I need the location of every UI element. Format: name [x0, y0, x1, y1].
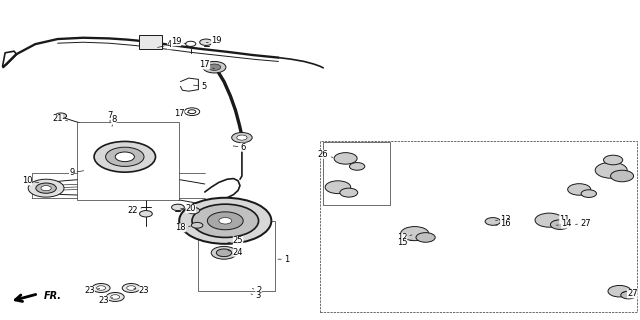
- Circle shape: [111, 295, 120, 299]
- Text: 17: 17: [174, 109, 188, 118]
- Circle shape: [41, 186, 51, 191]
- Text: 12: 12: [397, 233, 412, 242]
- Circle shape: [55, 113, 67, 119]
- Text: TBGAB2700: TBGAB2700: [589, 302, 630, 311]
- Circle shape: [191, 222, 203, 228]
- Circle shape: [485, 218, 500, 225]
- Text: 15: 15: [397, 238, 412, 247]
- Circle shape: [219, 218, 232, 224]
- Circle shape: [106, 147, 144, 166]
- Text: 10: 10: [22, 176, 39, 185]
- Bar: [320, 141, 637, 312]
- Circle shape: [94, 141, 156, 172]
- Circle shape: [581, 190, 596, 197]
- Circle shape: [349, 163, 365, 170]
- Circle shape: [184, 108, 200, 116]
- Circle shape: [115, 152, 134, 162]
- Circle shape: [604, 155, 623, 165]
- Text: 23: 23: [134, 286, 149, 295]
- Text: 4: 4: [157, 40, 172, 49]
- Circle shape: [187, 207, 200, 214]
- Circle shape: [172, 204, 184, 211]
- Circle shape: [192, 204, 259, 237]
- Circle shape: [325, 181, 351, 194]
- Circle shape: [237, 135, 247, 140]
- Circle shape: [140, 211, 152, 217]
- Circle shape: [608, 285, 631, 297]
- Circle shape: [621, 291, 636, 299]
- Text: 14: 14: [556, 220, 572, 228]
- Circle shape: [595, 162, 627, 178]
- Circle shape: [401, 227, 429, 241]
- Circle shape: [106, 292, 124, 301]
- Bar: [139, 35, 162, 49]
- Circle shape: [200, 39, 212, 45]
- Text: 23: 23: [84, 286, 100, 295]
- Text: 18: 18: [175, 223, 191, 232]
- Circle shape: [334, 153, 357, 164]
- Text: 21: 21: [52, 114, 68, 123]
- Text: 1: 1: [278, 255, 289, 264]
- Circle shape: [28, 179, 64, 197]
- Text: 6: 6: [233, 143, 246, 152]
- Bar: [198, 221, 275, 291]
- Text: 13: 13: [495, 215, 511, 224]
- Circle shape: [203, 61, 226, 73]
- Circle shape: [340, 188, 358, 197]
- Text: 8: 8: [111, 116, 116, 126]
- Text: 16: 16: [495, 220, 511, 228]
- Text: 17: 17: [200, 60, 214, 69]
- Circle shape: [568, 184, 591, 195]
- Text: 19: 19: [206, 36, 221, 45]
- Circle shape: [535, 213, 563, 227]
- Circle shape: [550, 220, 570, 229]
- Circle shape: [127, 286, 136, 290]
- Circle shape: [232, 132, 252, 143]
- Text: 5: 5: [193, 82, 206, 91]
- Text: 27: 27: [575, 219, 591, 228]
- Text: 23: 23: [99, 296, 113, 305]
- Circle shape: [208, 64, 221, 70]
- Circle shape: [188, 110, 196, 114]
- Text: 2: 2: [252, 286, 262, 295]
- Text: 22: 22: [128, 206, 141, 215]
- Text: 20: 20: [180, 204, 196, 213]
- Circle shape: [92, 284, 110, 292]
- Circle shape: [97, 286, 106, 290]
- Circle shape: [211, 246, 237, 259]
- Text: 11: 11: [554, 215, 570, 224]
- Circle shape: [186, 41, 196, 46]
- Circle shape: [207, 212, 243, 230]
- Bar: [323, 142, 390, 205]
- Text: 27: 27: [622, 289, 637, 298]
- Circle shape: [122, 284, 140, 292]
- Circle shape: [611, 170, 634, 182]
- Circle shape: [36, 183, 56, 193]
- Circle shape: [216, 249, 232, 257]
- Text: 9: 9: [69, 168, 84, 177]
- Text: FR.: FR.: [44, 291, 61, 301]
- Text: 3: 3: [251, 291, 260, 300]
- Text: 24: 24: [228, 248, 243, 257]
- Bar: [77, 122, 179, 200]
- Circle shape: [416, 233, 435, 242]
- Circle shape: [179, 198, 271, 244]
- Text: 19: 19: [171, 37, 186, 46]
- Text: 7: 7: [108, 111, 113, 122]
- Text: 26: 26: [318, 150, 333, 159]
- Text: 25: 25: [228, 236, 243, 245]
